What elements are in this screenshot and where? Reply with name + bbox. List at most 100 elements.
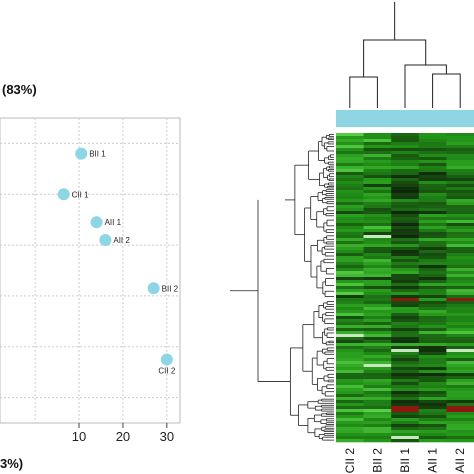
- heatmap-cell: [336, 193, 364, 197]
- heatmap-cell: [446, 238, 474, 242]
- heatmap-cell: [391, 370, 420, 374]
- heatmap-cells: [336, 133, 474, 443]
- heatmap-cell: [418, 394, 447, 398]
- heatmap-cell: [391, 238, 420, 242]
- heatmap-cell: [336, 373, 364, 377]
- heatmap-cell: [391, 148, 420, 152]
- heatmap-cell: [336, 178, 364, 182]
- heatmap-cell: [363, 343, 392, 347]
- heatmap-cell: [363, 352, 392, 356]
- heatmap-cell: [446, 313, 474, 317]
- heatmap-cell: [446, 163, 474, 167]
- heatmap-cell: [363, 148, 392, 152]
- heatmap-cell: [363, 424, 392, 428]
- scatter-plot-area: [0, 117, 181, 424]
- heatmap-cell: [418, 217, 447, 221]
- heatmap-cell: [336, 142, 364, 146]
- heatmap-cell: [418, 226, 447, 230]
- heatmap-cell: [336, 151, 364, 155]
- heatmap-cell: [363, 229, 392, 233]
- heatmap-cell: [418, 295, 447, 299]
- heatmap-cell: [336, 397, 364, 401]
- heatmap-cell: [446, 232, 474, 236]
- heatmap-cell: [391, 289, 420, 293]
- heatmap-cell: [446, 202, 474, 206]
- heatmap-cell: [391, 409, 420, 413]
- heatmap-cell: [336, 265, 364, 269]
- heatmap-cell: [363, 283, 392, 287]
- heatmap-cell: [391, 433, 420, 437]
- heatmap-cell: [391, 301, 420, 305]
- heatmap-cell: [418, 388, 447, 392]
- heatmap-cell: [446, 403, 474, 407]
- heatmap-cell: [418, 145, 447, 149]
- heatmap-cell: [391, 253, 420, 257]
- heatmap-cell: [391, 208, 420, 212]
- heatmap-cell: [391, 325, 420, 329]
- heatmap-cell: [391, 196, 420, 200]
- heatmap-cell: [418, 430, 447, 434]
- heatmap-cell: [418, 289, 447, 293]
- heatmap-cell: [418, 256, 447, 260]
- heatmap-cell: [391, 244, 420, 248]
- heatmap-cell: [336, 244, 364, 248]
- heatmap-cell: [336, 259, 364, 263]
- heatmap-cell: [391, 277, 420, 281]
- heatmap-cell: [336, 433, 364, 437]
- heatmap-cell: [446, 154, 474, 158]
- heatmap-cell: [336, 211, 364, 215]
- heatmap-cell: [363, 418, 392, 422]
- heatmap-cell: [363, 205, 392, 209]
- heatmap-cell: [336, 400, 364, 404]
- heatmap-cell: [363, 133, 392, 137]
- heatmap-cell: [446, 433, 474, 437]
- heatmap-cell: [391, 397, 420, 401]
- heatmap-cell: [363, 433, 392, 437]
- heatmap-cell: [446, 298, 474, 302]
- heatmap-cell: [446, 301, 474, 305]
- heatmap-cell: [418, 313, 447, 317]
- heatmap-cell: [363, 388, 392, 392]
- heatmap-cell: [336, 346, 364, 350]
- heatmap-cell: [336, 280, 364, 284]
- heatmap-cell: [391, 310, 420, 314]
- heatmap-cell: [336, 340, 364, 344]
- heatmap-cell: [363, 439, 392, 443]
- heatmap-cell: [418, 148, 447, 152]
- heatmap-cell: [363, 340, 392, 344]
- heatmap-cell: [336, 334, 364, 338]
- heatmap-cell: [391, 319, 420, 323]
- heatmap-cell: [391, 379, 420, 383]
- heatmap-cell: [363, 238, 392, 242]
- scatter-point: [57, 188, 70, 201]
- heatmap-cell: [391, 343, 420, 347]
- heatmap-cell: [391, 430, 420, 434]
- heatmap-cell: [418, 415, 447, 419]
- heatmap-cell: [418, 439, 447, 443]
- heatmap-cell: [418, 376, 447, 380]
- heatmap-cell: [418, 340, 447, 344]
- heatmap-cell: [336, 376, 364, 380]
- heatmap-cell: [391, 241, 420, 245]
- heatmap-cell: [446, 220, 474, 224]
- heatmap-cell: [446, 253, 474, 257]
- heatmap-cell: [336, 202, 364, 206]
- heatmap-cell: [363, 187, 392, 191]
- heatmap-cell: [391, 145, 420, 149]
- heatmap-cell: [446, 340, 474, 344]
- heatmap-cell: [391, 322, 420, 326]
- heatmap-cell: [391, 286, 420, 290]
- heatmap-cell: [418, 193, 447, 197]
- heatmap-cell: [418, 172, 447, 176]
- heatmap-cell: [363, 199, 392, 203]
- heatmap-cell: [336, 238, 364, 242]
- heatmap-cell: [418, 154, 447, 158]
- heatmap-cell: [336, 361, 364, 365]
- heatmap-cell: [418, 175, 447, 179]
- heatmap-cell: [418, 325, 447, 329]
- column-label: AII 2: [453, 448, 467, 473]
- heatmap-cell: [391, 427, 420, 431]
- heatmap-cell: [391, 364, 420, 368]
- heatmap-cell: [446, 142, 474, 146]
- heatmap-cell: [363, 235, 392, 239]
